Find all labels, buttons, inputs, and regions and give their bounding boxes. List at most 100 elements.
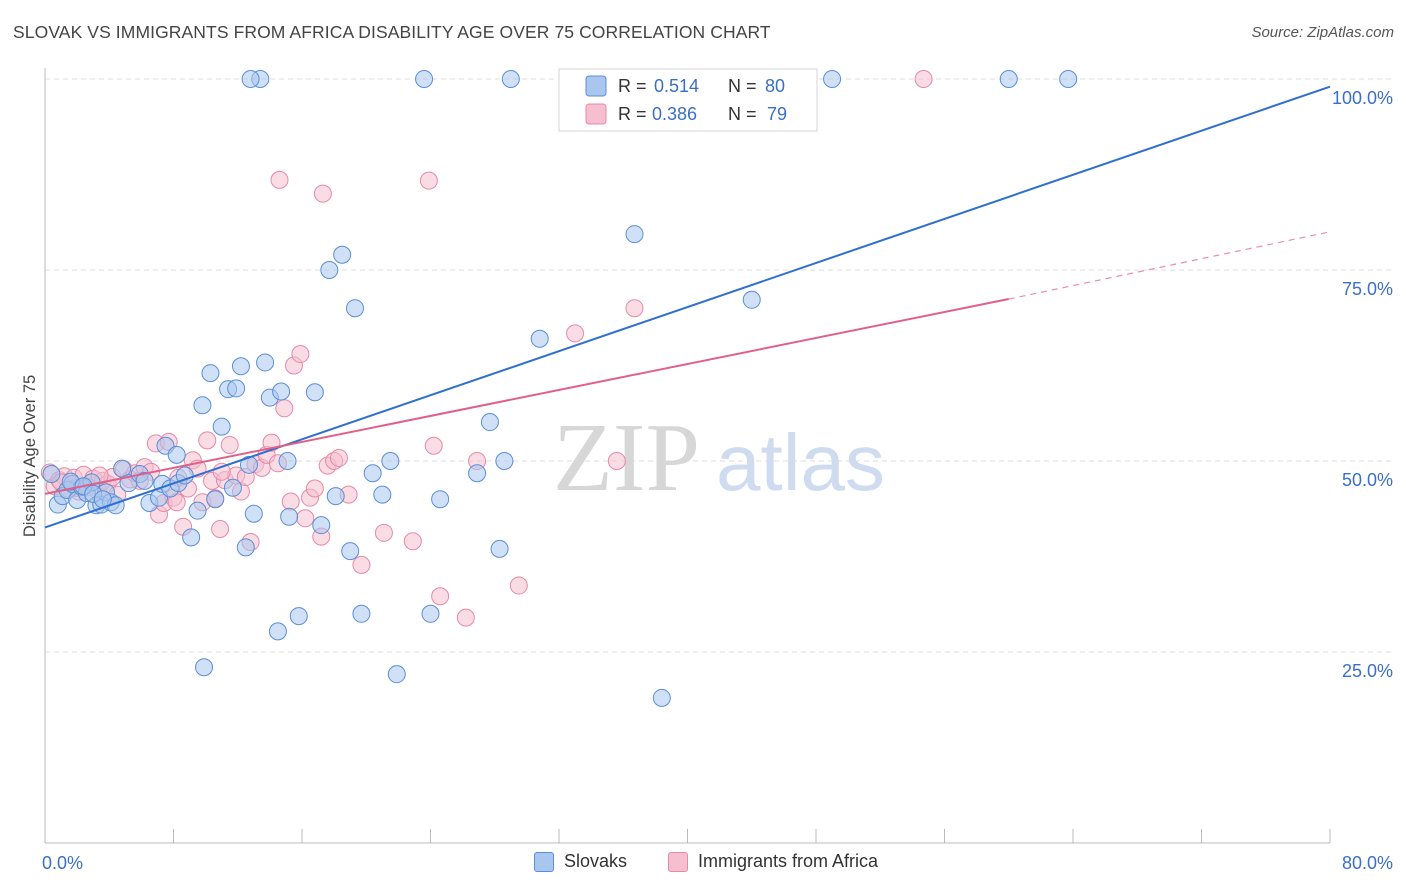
slovaks-point: [239, 455, 258, 474]
slovaks-point: [373, 485, 392, 504]
watermark-atlas: atlas: [716, 418, 885, 507]
slovaks-point: [346, 299, 365, 318]
immigrants-from-africa-point: [329, 448, 348, 467]
immigrants-from-africa-point: [211, 519, 230, 538]
slovaks-point: [415, 70, 434, 88]
slovaks-point: [201, 364, 220, 383]
immigrants-from-africa-point: [220, 435, 239, 454]
slovaks-point: [167, 445, 186, 464]
slovaks-point: [256, 353, 275, 372]
slovaks-point: [320, 261, 339, 279]
trend-line-slovaks: [44, 85, 1331, 529]
slovaks-point: [182, 528, 201, 547]
immigrants-from-africa-point: [374, 523, 393, 542]
immigrants-from-africa-point: [352, 555, 371, 574]
y-tick-label: 100.0%: [1332, 88, 1393, 108]
slovaks-point: [42, 464, 61, 483]
slovaks-point: [278, 452, 297, 470]
slovaks-point: [530, 329, 549, 348]
slovaks-point: [212, 417, 231, 436]
series-slovaks-points: [42, 70, 1078, 707]
legend-swatch-slovaks-bottom: [534, 851, 554, 872]
source-label: Source: ZipAtlas.com: [1251, 24, 1394, 41]
slovaks-point: [490, 539, 509, 558]
legend-r-value-slovaks: 0.514: [654, 76, 699, 96]
immigrants-from-africa-point: [456, 608, 475, 627]
axis-layer: 25.0% 50.0% 75.0% 100.0% 0.0% 80.0%: [42, 68, 1393, 873]
slovaks-point: [195, 658, 214, 677]
series-legend: Slovaks Immigrants from Africa: [0, 851, 1406, 879]
slovaks-point: [188, 501, 207, 520]
trend-line-immigrants-from-africa: [44, 298, 1009, 495]
immigrants-from-africa-point: [509, 576, 528, 595]
slovaks-point: [341, 542, 360, 561]
immigrants-from-africa-point: [424, 436, 443, 455]
legend-item-slovaks: Slovaks: [534, 851, 627, 872]
slovaks-point: [352, 604, 371, 623]
slovaks-point: [272, 382, 291, 401]
slovaks-point: [999, 70, 1018, 88]
immigrants-from-africa-point: [403, 532, 422, 551]
legend-swatch-africa-bottom: [668, 851, 688, 872]
slovaks-point: [305, 383, 324, 402]
x-tick-label: 0.0%: [42, 853, 83, 873]
immigrants-from-africa-point: [275, 399, 294, 418]
immigrants-from-africa-point: [625, 299, 644, 318]
slovaks-point: [289, 607, 308, 626]
legend-n-value-slovaks: 80: [765, 76, 785, 96]
legend-swatch-slovaks: [585, 75, 607, 97]
immigrants-from-africa-point: [914, 70, 933, 88]
legend-n-value-africa: 79: [767, 104, 787, 124]
slovaks-point: [135, 471, 154, 490]
slovaks-point: [468, 464, 487, 483]
immigrants-from-africa-point: [607, 452, 626, 470]
chart-title: SLOVAK VS IMMIGRANTS FROM AFRICA DISABIL…: [13, 22, 771, 42]
watermark-zip: ZIP: [553, 404, 700, 512]
legend-r-label-slovaks: R =: [618, 76, 647, 96]
slovaks-point: [206, 490, 225, 509]
x-tick-label: 80.0%: [1342, 853, 1393, 873]
slovaks-point: [381, 452, 400, 470]
immigrants-from-africa-point: [313, 184, 332, 203]
immigrants-from-africa-point: [291, 345, 310, 364]
legend-r-label-africa: R =: [618, 104, 647, 124]
immigrants-from-africa-point: [270, 170, 289, 189]
slovaks-point: [236, 538, 255, 557]
slovaks-point: [193, 396, 212, 415]
slovaks-point: [241, 70, 260, 88]
y-tick-label: 75.0%: [1342, 279, 1393, 299]
slovaks-point: [501, 70, 520, 88]
slovaks-point: [652, 688, 671, 707]
slovaks-point: [431, 490, 450, 509]
slovaks-point: [742, 290, 761, 309]
legend-label-immigrants-from-africa: Immigrants from Africa: [698, 851, 879, 871]
y-tick-label: 50.0%: [1342, 470, 1393, 490]
immigrants-from-africa-point: [305, 479, 324, 498]
slovaks-point: [1059, 70, 1078, 88]
y-tick-label: 25.0%: [1342, 661, 1393, 681]
trend-lines: [44, 85, 1331, 529]
legend-n-label-africa: N =: [728, 104, 757, 124]
slovaks-point: [280, 507, 299, 526]
series-immigrants-from-africa-points: [40, 70, 933, 627]
slovaks-point: [823, 70, 842, 88]
immigrants-from-africa-point: [198, 431, 217, 450]
correlation-legend: R = 0.514 N = 80 R = 0.386 N = 79: [558, 68, 818, 132]
immigrants-from-africa-point: [431, 587, 450, 606]
legend-n-label-slovaks: N =: [728, 76, 757, 96]
slovaks-point: [363, 464, 382, 483]
slovaks-point: [495, 452, 514, 470]
watermark: ZIP atlas: [553, 404, 885, 512]
slovaks-point: [312, 516, 331, 535]
slovaks-point: [244, 504, 263, 523]
legend-swatch-immigrants-from-africa: [585, 103, 607, 125]
legend-r-value-africa: 0.386: [652, 104, 697, 124]
immigrants-from-africa-point: [419, 171, 438, 190]
slovaks-point: [625, 225, 644, 244]
immigrants-from-africa-point: [281, 492, 300, 511]
legend-item-immigrants-from-africa: Immigrants from Africa: [668, 851, 878, 872]
slovaks-point: [231, 357, 250, 376]
slovaks-point: [333, 245, 352, 264]
slovaks-point: [421, 604, 440, 623]
y-axis-label: Disability Age Over 75: [21, 375, 39, 537]
